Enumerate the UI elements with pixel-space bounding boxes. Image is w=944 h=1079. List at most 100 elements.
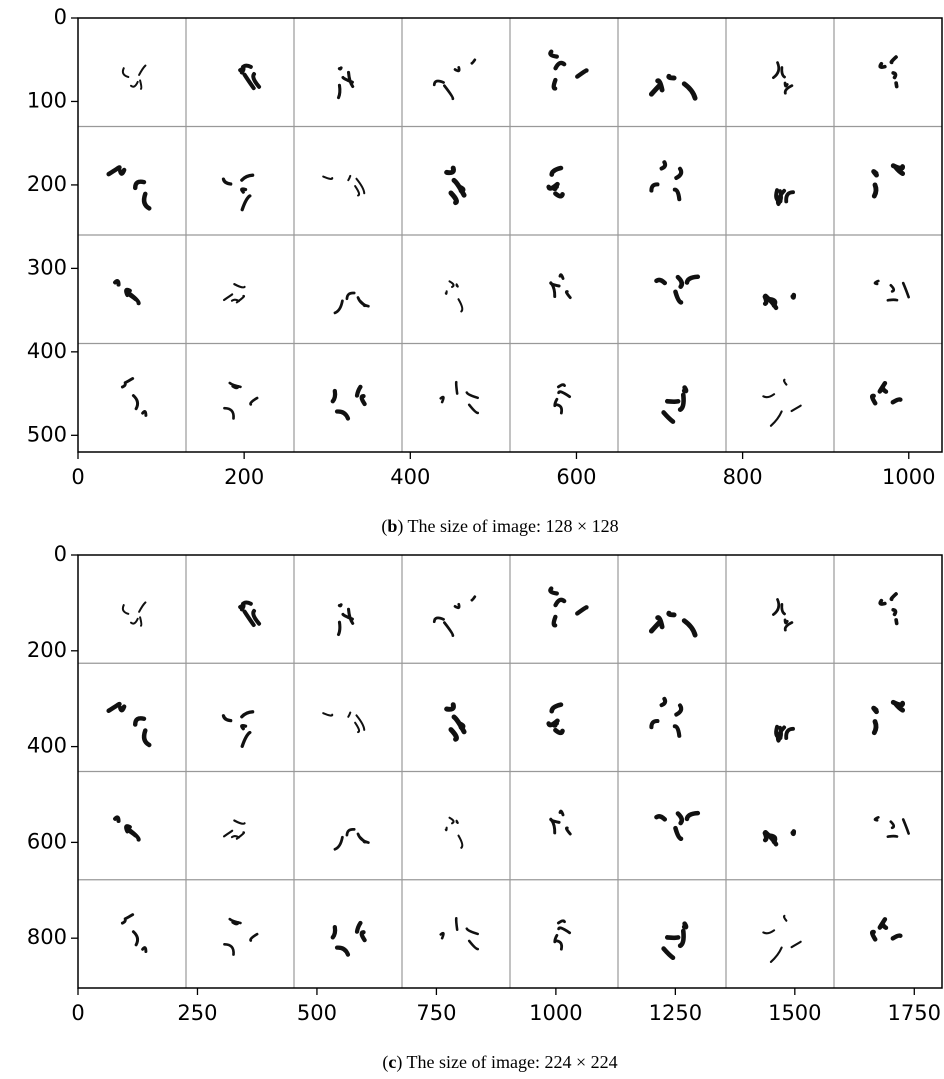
y-tick-label: 0: [54, 542, 67, 566]
glyph-stroke: [869, 929, 878, 942]
glyph-stroke: [123, 913, 135, 921]
glyph-stroke: [432, 79, 445, 87]
glyph-stroke: [894, 618, 899, 626]
glyph-stroke: [564, 290, 572, 300]
character-glyph: [772, 61, 794, 95]
glyph-stroke: [233, 819, 246, 825]
y-tick-label: 500: [27, 422, 67, 446]
glyph-stroke: [448, 280, 455, 288]
glyph-stroke: [558, 809, 565, 817]
glyph-stroke: [240, 723, 248, 731]
character-glyph: [333, 827, 370, 851]
x-tick-label: 600: [556, 465, 596, 489]
x-tick-label: 400: [390, 465, 430, 489]
character-glyph: [548, 49, 589, 91]
glyph-stroke: [551, 614, 558, 628]
glyph-stroke: [551, 77, 558, 91]
glyph-stroke: [337, 66, 343, 71]
glyph-stroke: [783, 618, 789, 625]
glyph-stroke: [681, 385, 689, 394]
glyph-stroke: [123, 377, 135, 385]
glyph-stroke: [549, 165, 564, 177]
glyph-stroke: [890, 933, 903, 941]
x-tick-label: 1000: [882, 465, 935, 489]
glyph-stroke: [120, 918, 127, 925]
glyph-stroke: [890, 397, 903, 405]
character-glyph: [330, 920, 367, 957]
character-glyph: [546, 165, 565, 199]
glyph-stroke: [782, 378, 788, 386]
character-glyph: [444, 165, 467, 206]
glyph-stroke: [240, 187, 248, 194]
glyph-stroke: [132, 179, 147, 191]
character-glyph: [444, 702, 467, 742]
glyph-stroke: [124, 824, 132, 834]
glyph-stroke: [457, 721, 466, 730]
glyph-stroke: [784, 190, 795, 204]
glyph-stroke: [654, 814, 668, 822]
glyph-stroke: [655, 78, 665, 93]
glyph-stroke: [684, 274, 701, 285]
glyph-stroke: [549, 702, 564, 714]
glyph-stroke: [355, 714, 366, 731]
glyph-stroke: [783, 84, 794, 95]
glyph-stroke: [873, 279, 880, 286]
glyph-stroke: [873, 816, 880, 822]
glyph-stroke: [470, 595, 477, 602]
glyph-stroke: [790, 292, 797, 300]
glyph-stroke: [439, 395, 445, 404]
y-tick-label: 600: [27, 829, 67, 853]
character-glyph: [649, 160, 684, 202]
glyph-stroke: [141, 410, 148, 417]
glyph-stroke: [221, 714, 233, 723]
glyph-stroke: [242, 609, 256, 628]
glyph-stroke: [790, 829, 797, 837]
glyph-stroke: [124, 287, 132, 298]
glyph-stroke: [553, 397, 559, 408]
glyph-stroke: [465, 927, 479, 936]
character-glyph: [336, 603, 355, 637]
glyph-stroke: [871, 719, 879, 736]
y-tick-label: 0: [54, 5, 67, 29]
glyph-stroke: [772, 598, 781, 616]
glyph-stroke: [681, 618, 698, 638]
y-tick-label: 200: [27, 172, 67, 196]
glyph-stroke: [763, 829, 779, 847]
glyph-stroke: [106, 701, 122, 714]
glyph-stroke: [659, 160, 668, 171]
glyph-stroke: [889, 592, 898, 602]
glyph-stroke: [141, 728, 152, 748]
glyph-stroke: [230, 298, 240, 303]
glyph-stroke: [223, 942, 235, 956]
glyph-stroke: [553, 191, 565, 199]
glyph-stroke: [242, 72, 256, 91]
glyph-stroke: [251, 608, 262, 626]
glyph-stroke: [330, 388, 338, 404]
glyph-stroke: [548, 49, 559, 59]
character-glyph: [223, 381, 259, 420]
glyph-stroke: [453, 66, 461, 73]
character-glyph: [648, 610, 698, 638]
character-glyph: [444, 280, 464, 313]
character-glyph: [654, 274, 701, 305]
glyph-stroke: [448, 727, 459, 742]
glyph-stroke: [230, 834, 240, 839]
character-glyph: [432, 595, 477, 637]
glyph-stroke: [106, 165, 122, 177]
character-glyph: [661, 385, 689, 424]
y-tick-label: 400: [27, 339, 67, 363]
glyph-stroke: [141, 946, 148, 954]
glyph-stroke: [672, 724, 682, 738]
glyph-stroke: [556, 383, 566, 389]
character-glyph: [654, 810, 701, 842]
glyph-stroke: [444, 165, 456, 176]
glyph-stroke: [654, 277, 668, 286]
glyph-stroke: [684, 810, 701, 822]
glyph-stroke: [241, 600, 253, 606]
glyph-stroke: [355, 177, 366, 195]
y-tick-label: 200: [27, 638, 67, 662]
glyph-stroke: [322, 712, 334, 717]
glyph-stroke: [666, 73, 677, 81]
glyph-stroke: [240, 730, 252, 748]
glyph-stroke: [354, 185, 361, 197]
